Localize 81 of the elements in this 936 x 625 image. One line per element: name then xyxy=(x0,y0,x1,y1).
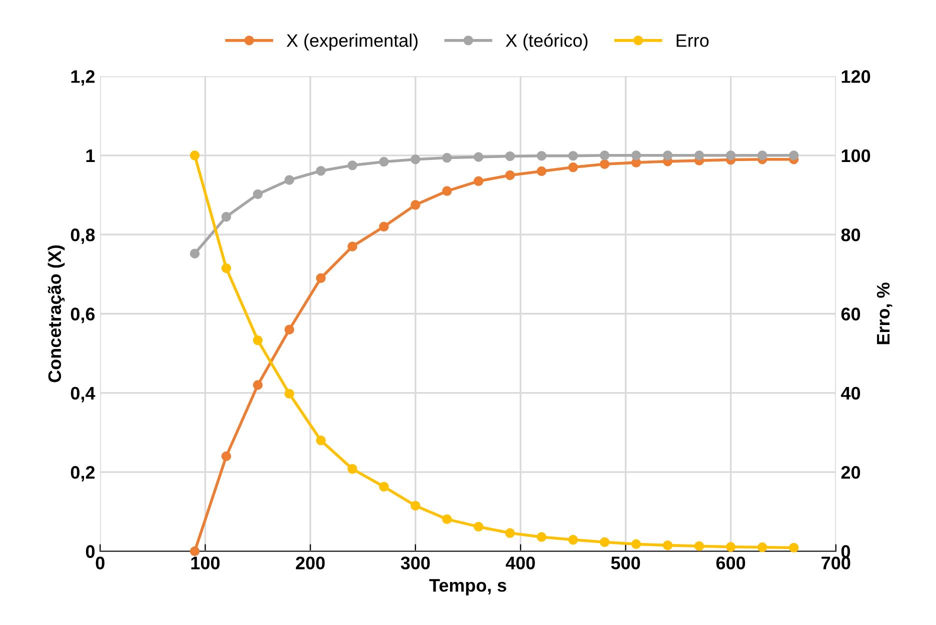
point xyxy=(221,212,232,222)
point xyxy=(694,150,704,160)
point xyxy=(788,150,799,160)
point xyxy=(284,175,294,185)
y2-tick-label: 80 xyxy=(841,228,860,242)
point xyxy=(316,436,326,446)
point xyxy=(284,324,294,334)
point xyxy=(316,273,326,283)
y2-tick-label: 20 xyxy=(841,466,860,479)
point xyxy=(252,189,263,200)
legend-label: Erro xyxy=(676,34,709,47)
x-tick-label: 600 xyxy=(716,556,746,570)
point xyxy=(536,532,546,542)
point xyxy=(410,154,420,164)
point xyxy=(379,222,389,232)
point xyxy=(600,537,610,548)
point xyxy=(190,150,200,160)
point xyxy=(348,464,358,474)
point xyxy=(600,159,610,169)
point xyxy=(662,150,673,160)
point xyxy=(568,162,578,172)
point xyxy=(505,151,515,162)
x-tick-label: 200 xyxy=(296,556,325,570)
point xyxy=(505,528,515,538)
point xyxy=(631,150,642,160)
point xyxy=(190,248,200,258)
point xyxy=(726,542,736,552)
point xyxy=(536,166,546,176)
point xyxy=(505,170,515,180)
point xyxy=(252,335,263,346)
point xyxy=(474,522,484,532)
point xyxy=(348,160,358,170)
point xyxy=(442,186,452,196)
x-tick-label: 0 xyxy=(96,556,104,570)
legend-label: X (experimental) xyxy=(286,34,418,50)
y-tick-label: 0,8 xyxy=(70,228,95,244)
point xyxy=(442,152,452,163)
y-tick-label: 0,4 xyxy=(70,386,96,402)
point xyxy=(442,514,452,524)
point xyxy=(631,539,642,549)
point xyxy=(221,263,232,274)
point xyxy=(757,150,768,160)
point xyxy=(726,150,736,160)
point xyxy=(536,150,546,161)
point xyxy=(284,388,294,399)
x-tick-label: 400 xyxy=(506,556,535,570)
point xyxy=(348,242,358,252)
point xyxy=(694,541,704,551)
x-axis-title: Tempo, s xyxy=(429,579,506,596)
point xyxy=(568,150,578,161)
point xyxy=(474,152,484,162)
point xyxy=(662,540,673,550)
y2-tick-label: 40 xyxy=(840,386,860,400)
point xyxy=(600,150,610,160)
point xyxy=(190,546,200,556)
y-tick-label: 0,6 xyxy=(70,308,95,324)
x-tick-label: 300 xyxy=(400,556,430,570)
y-tick-label: 0,2 xyxy=(70,466,95,482)
point xyxy=(568,534,578,545)
point xyxy=(474,176,484,186)
y2-tick-label: 60 xyxy=(841,308,860,320)
point xyxy=(379,482,389,492)
y-axis-title: Concetração (X) xyxy=(48,245,65,382)
point xyxy=(252,380,263,390)
point xyxy=(221,451,232,462)
point xyxy=(410,500,420,511)
point xyxy=(379,156,389,167)
y-tick-label: 1,2 xyxy=(71,70,95,86)
x-tick-label: 100 xyxy=(191,556,220,570)
x-tick-label: 700 xyxy=(822,556,850,570)
y-tick-label: 0 xyxy=(86,545,95,558)
point xyxy=(788,542,799,553)
legend-label: X (teórico) xyxy=(506,33,588,50)
point xyxy=(757,542,768,552)
y2-axis-title: Erro, % xyxy=(876,282,892,344)
point xyxy=(410,200,420,210)
point xyxy=(316,166,326,176)
y-tick-label: 1 xyxy=(86,150,95,162)
x-tick-label: 500 xyxy=(611,556,640,570)
y2-tick-label: 100 xyxy=(842,149,870,162)
y2-tick-label: 120 xyxy=(842,70,870,83)
